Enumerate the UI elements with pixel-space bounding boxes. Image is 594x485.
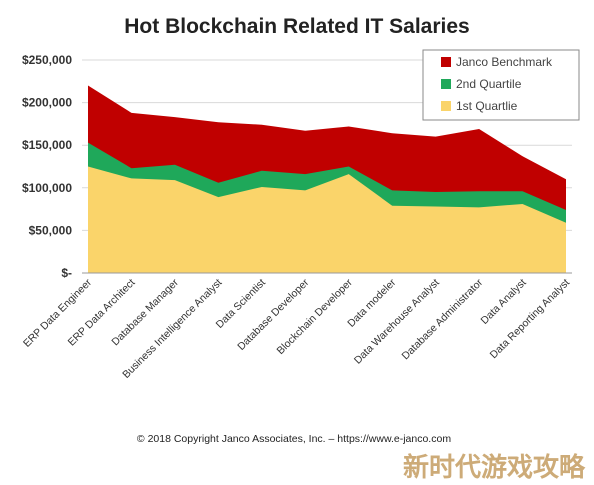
y-tick-label: $50,000 — [29, 223, 73, 237]
x-tick-label: Data Warehouse Analyst — [352, 277, 442, 367]
legend-label-2nd-quartile: 2nd Quartile — [456, 77, 522, 91]
legend: Janco Benchmark 2nd Quartile 1st Quartlie — [422, 49, 580, 121]
x-tick-label: Blockchain Developer — [275, 276, 356, 357]
y-axis-ticks: $- $50,000 $100,000 $150,000 $200,000 $250,00… — [22, 53, 72, 280]
y-tick-label: $- — [61, 266, 72, 280]
legend-swatch-2nd-quartile — [441, 79, 451, 89]
legend-label-janco-benchmark: Janco Benchmark — [456, 55, 553, 69]
y-tick-label: $150,000 — [22, 138, 72, 152]
chart-title: Hot Blockchain Related IT Salaries — [124, 15, 469, 38]
y-tick-label: $100,000 — [22, 181, 72, 195]
copyright-text: © 2018 Copyright Janco Associates, Inc. … — [137, 433, 451, 445]
x-tick-label: Database Administrator — [400, 276, 486, 362]
legend-swatch-janco-benchmark — [441, 57, 451, 67]
x-tick-label: Data Reporting Analyst — [488, 277, 572, 361]
legend-label-1st-quartlie: 1st Quartlie — [456, 99, 518, 113]
x-tick-label: Database Developer — [235, 276, 312, 353]
plot-areas — [87, 85, 567, 273]
watermark-text: 新时代游戏攻略 — [403, 452, 586, 483]
area-1st-quartlie — [88, 166, 566, 273]
y-tick-label: $200,000 — [22, 96, 72, 110]
y-tick-label: $250,000 — [22, 53, 72, 67]
legend-swatch-1st-quartlie — [441, 101, 451, 111]
